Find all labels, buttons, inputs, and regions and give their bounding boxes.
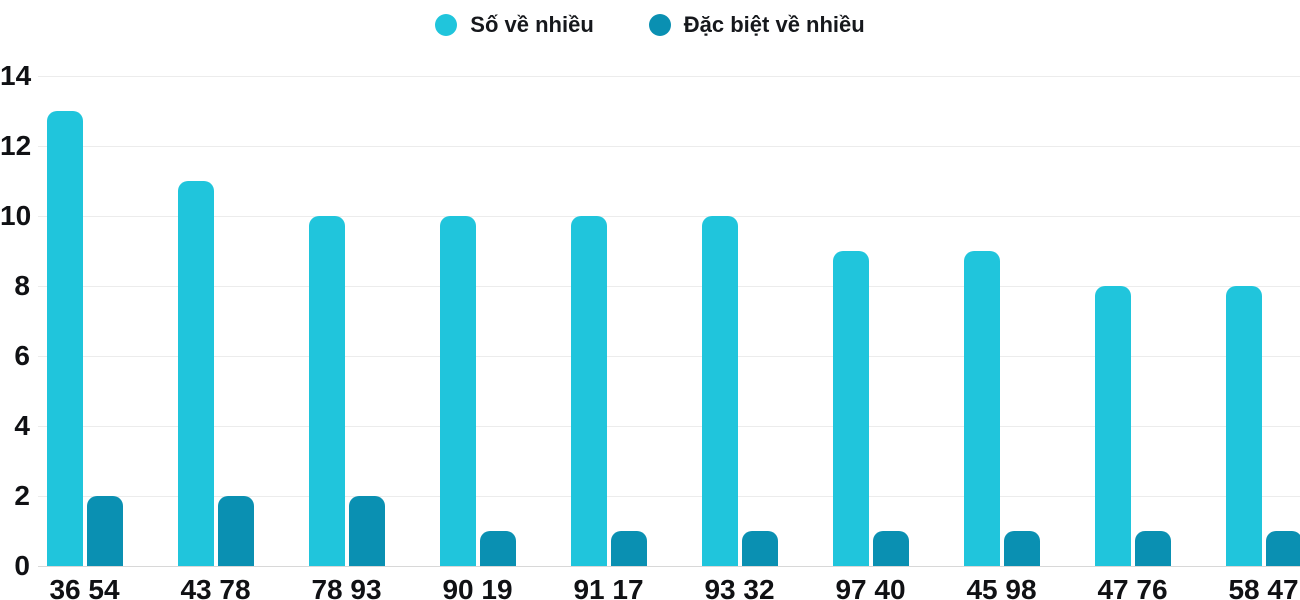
y-axis-label: 6 xyxy=(14,340,30,371)
grid-line xyxy=(38,216,1300,217)
bar[interactable] xyxy=(1004,531,1040,566)
y-axis-label: 0 xyxy=(14,550,30,581)
bar[interactable] xyxy=(1266,531,1300,566)
grid-line xyxy=(38,426,1300,427)
legend-item-dac-biet-ve-nhieu[interactable]: Đặc biệt về nhiều xyxy=(648,12,865,38)
x-axis-label: 58 47 xyxy=(1228,574,1299,600)
x-axis-label: 36 54 xyxy=(49,574,120,600)
x-axis-label: 78 93 xyxy=(311,574,382,600)
y-axis-label: 14 xyxy=(0,60,32,91)
chart-legend: Số về nhiều Đặc biệt về nhiều xyxy=(0,12,1300,38)
bar[interactable] xyxy=(833,251,869,566)
y-axis-label: 4 xyxy=(14,410,30,441)
bar[interactable] xyxy=(1095,286,1131,566)
y-axis-label: 2 xyxy=(14,480,30,511)
grid-line xyxy=(38,286,1300,287)
legend-item-so-ve-nhieu[interactable]: Số về nhiều xyxy=(435,12,594,38)
x-axis-label: 43 78 xyxy=(180,574,251,600)
bar[interactable] xyxy=(218,496,254,566)
legend-dot-icon xyxy=(648,14,671,36)
legend-label: Đặc biệt về nhiều xyxy=(683,12,865,37)
y-axis-label: 8 xyxy=(14,270,30,301)
x-axis-label: 97 40 xyxy=(835,574,906,600)
x-axis-label: 47 76 xyxy=(1097,574,1168,600)
legend-label: Số về nhiều xyxy=(470,12,594,37)
legend-dot-icon xyxy=(435,14,458,36)
x-axis-line xyxy=(38,566,1300,567)
bar[interactable] xyxy=(742,531,778,566)
grid-line xyxy=(38,76,1300,77)
bar[interactable] xyxy=(480,531,516,566)
x-axis-label: 93 32 xyxy=(704,574,775,600)
bar[interactable] xyxy=(1135,531,1171,566)
x-axis-label: 45 98 xyxy=(966,574,1037,600)
y-axis-label: 12 xyxy=(0,130,32,161)
bar[interactable] xyxy=(309,216,345,566)
grid-line xyxy=(38,496,1300,497)
bar[interactable] xyxy=(440,216,476,566)
bar[interactable] xyxy=(964,251,1000,566)
grid-line xyxy=(38,356,1300,357)
bar[interactable] xyxy=(611,531,647,566)
bar[interactable] xyxy=(873,531,909,566)
bar[interactable] xyxy=(1226,286,1262,566)
bar[interactable] xyxy=(571,216,607,566)
bar[interactable] xyxy=(47,111,83,566)
bar[interactable] xyxy=(87,496,123,566)
grid-line xyxy=(38,146,1300,147)
bar[interactable] xyxy=(178,181,214,566)
bar[interactable] xyxy=(349,496,385,566)
y-axis-label: 10 xyxy=(0,200,32,231)
x-axis-label: 90 19 xyxy=(442,574,513,600)
x-axis-label: 91 17 xyxy=(573,574,644,600)
bar[interactable] xyxy=(702,216,738,566)
